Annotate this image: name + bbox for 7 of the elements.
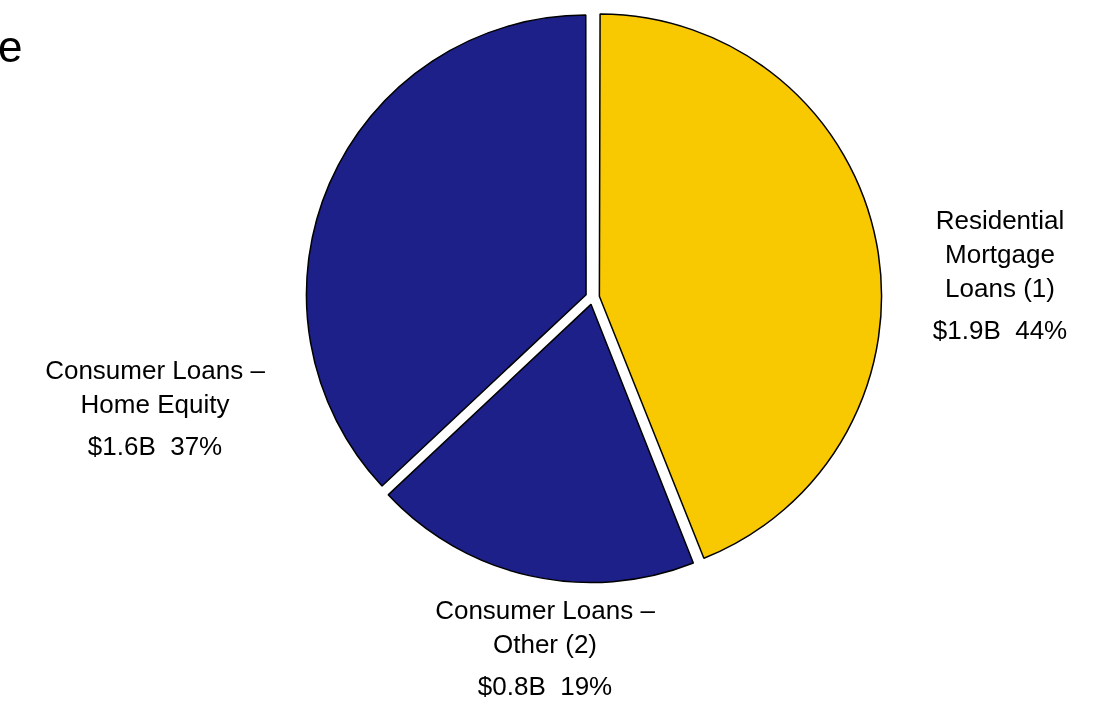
data-label: $0.8B 19% (477, 671, 613, 702)
slice-label: Residential Mortgage Loans (1) (935, 205, 1065, 304)
data-label: $1.6B 37% (87, 431, 223, 462)
slice-label: Consumer Loans – Home Equity (45, 355, 266, 420)
data-label: $1.9B 44% (932, 315, 1068, 346)
slice-label: Consumer Loans – Other (2) (435, 595, 656, 660)
chart-title: e (0, 22, 23, 72)
